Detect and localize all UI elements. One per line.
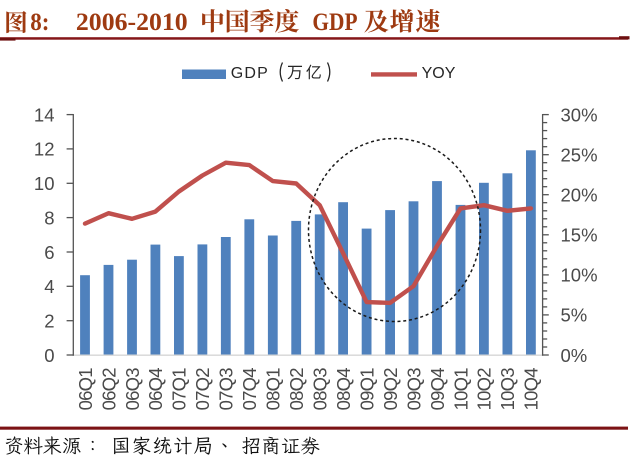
svg-text:0: 0 — [44, 345, 54, 366]
svg-text:2006-2010: 2006-2010 — [76, 7, 188, 36]
svg-text:0%: 0% — [561, 345, 588, 366]
svg-text:10%: 10% — [561, 265, 598, 286]
svg-text:08Q3: 08Q3 — [310, 367, 331, 410]
svg-text:09Q1: 09Q1 — [356, 367, 377, 410]
svg-text:10Q1: 10Q1 — [450, 367, 471, 410]
svg-text:YOY: YOY — [422, 65, 456, 82]
svg-text:25%: 25% — [561, 145, 598, 166]
svg-text:2: 2 — [44, 311, 54, 332]
svg-text:07Q3: 07Q3 — [216, 367, 237, 410]
svg-text:06Q1: 06Q1 — [75, 367, 96, 410]
svg-text:09Q4: 09Q4 — [427, 367, 448, 410]
svg-text:10Q3: 10Q3 — [497, 367, 518, 410]
svg-text:5%: 5% — [561, 305, 588, 326]
svg-text:8:: 8: — [30, 7, 49, 36]
svg-text:GDP: GDP — [231, 65, 268, 82]
svg-text:30%: 30% — [561, 104, 598, 125]
svg-text:GDP: GDP — [312, 7, 357, 36]
svg-text:07Q1: 07Q1 — [169, 367, 190, 410]
svg-text:08Q1: 08Q1 — [263, 367, 284, 410]
svg-text:14: 14 — [34, 104, 55, 125]
svg-text:12: 12 — [34, 139, 55, 160]
svg-text:06Q3: 06Q3 — [122, 367, 143, 410]
svg-text:07Q2: 07Q2 — [192, 367, 213, 410]
svg-text:08Q2: 08Q2 — [286, 367, 307, 410]
svg-text:07Q4: 07Q4 — [239, 367, 260, 410]
svg-text:15%: 15% — [561, 225, 598, 246]
svg-text:6: 6 — [44, 242, 54, 263]
svg-text:09Q3: 09Q3 — [403, 367, 424, 410]
svg-text:06Q2: 06Q2 — [98, 367, 119, 410]
svg-text:09Q2: 09Q2 — [380, 367, 401, 410]
svg-text:8: 8 — [44, 207, 54, 228]
svg-text:10Q4: 10Q4 — [521, 367, 542, 410]
svg-text:4: 4 — [44, 276, 54, 297]
svg-text:10: 10 — [34, 173, 55, 194]
svg-text:20%: 20% — [561, 185, 598, 206]
svg-text:10Q2: 10Q2 — [474, 367, 495, 410]
svg-text:06Q4: 06Q4 — [145, 367, 166, 410]
svg-text:08Q4: 08Q4 — [333, 367, 354, 410]
